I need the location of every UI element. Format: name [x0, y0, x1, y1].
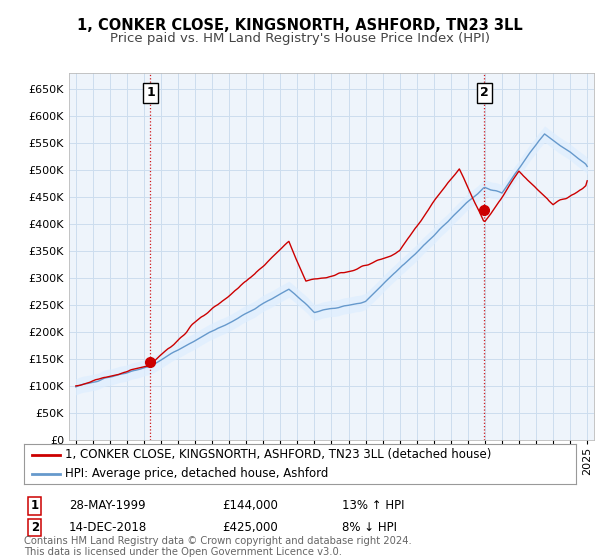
- Text: £425,000: £425,000: [222, 521, 278, 534]
- Text: Price paid vs. HM Land Registry's House Price Index (HPI): Price paid vs. HM Land Registry's House …: [110, 32, 490, 45]
- Text: HPI: Average price, detached house, Ashford: HPI: Average price, detached house, Ashf…: [65, 467, 329, 480]
- Text: 2: 2: [31, 521, 39, 534]
- Text: 1, CONKER CLOSE, KINGSNORTH, ASHFORD, TN23 3LL: 1, CONKER CLOSE, KINGSNORTH, ASHFORD, TN…: [77, 18, 523, 33]
- Text: 13% ↑ HPI: 13% ↑ HPI: [342, 499, 404, 512]
- Text: 8% ↓ HPI: 8% ↓ HPI: [342, 521, 397, 534]
- Text: 1, CONKER CLOSE, KINGSNORTH, ASHFORD, TN23 3LL (detached house): 1, CONKER CLOSE, KINGSNORTH, ASHFORD, TN…: [65, 449, 492, 461]
- Text: 28-MAY-1999: 28-MAY-1999: [69, 499, 146, 512]
- Text: 1: 1: [146, 86, 155, 100]
- Text: £144,000: £144,000: [222, 499, 278, 512]
- Text: 2: 2: [480, 86, 488, 100]
- Text: 1: 1: [31, 499, 39, 512]
- Text: 14-DEC-2018: 14-DEC-2018: [69, 521, 147, 534]
- Text: Contains HM Land Registry data © Crown copyright and database right 2024.
This d: Contains HM Land Registry data © Crown c…: [24, 535, 412, 557]
